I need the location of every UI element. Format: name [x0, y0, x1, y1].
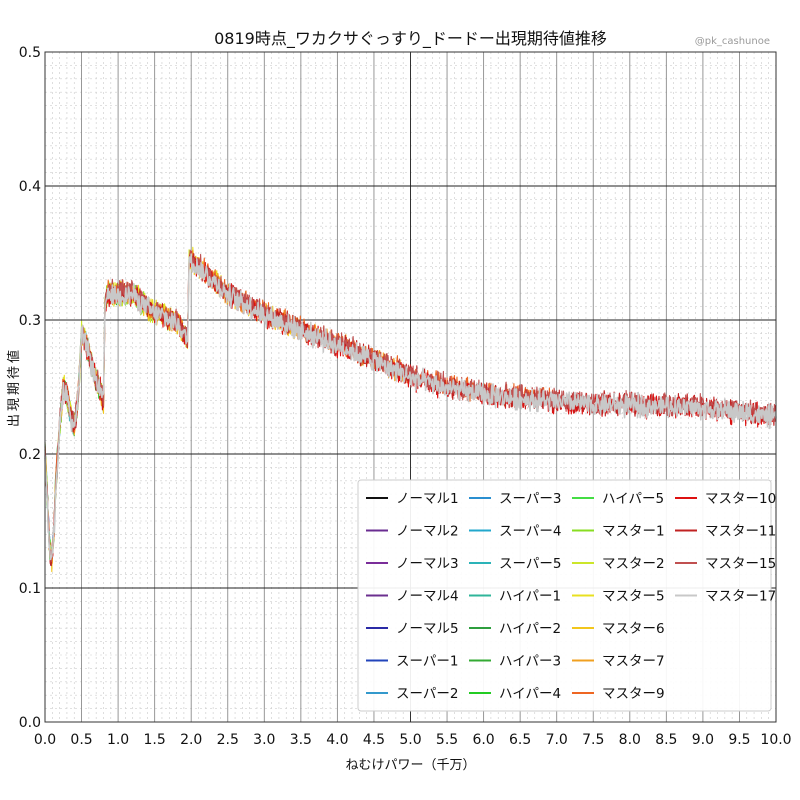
legend-label: マスター2 [602, 556, 665, 572]
x-tick-label: 4.0 [326, 732, 348, 748]
x-tick-label: 6.0 [472, 732, 494, 748]
chart-title: 0819時点_ワカクサぐっすり_ドードー出現期待値推移 [214, 29, 607, 49]
y-tick-label: 0.3 [19, 313, 41, 329]
legend: ノーマル1 ノーマル2 ノーマル3 ノーマル4 ノーマル5 スーパー1 スーパー2 スーパー3… [357, 479, 776, 712]
series-line [44, 253, 777, 561]
legend-label: スーパー4 [499, 524, 561, 540]
x-tick-label: 3.0 [253, 732, 275, 748]
legend-label: マスター9 [602, 686, 665, 702]
x-tick-label: 9.5 [728, 732, 750, 748]
y-tick-labels: 0.0 0.1 0.2 0.3 0.4 0.5 [19, 45, 41, 731]
y-tick-label: 0.4 [19, 179, 41, 195]
x-tick-label: 6.5 [509, 732, 531, 748]
x-axis-label: ねむけパワー（千万） [345, 758, 475, 773]
x-tick-label: 0.0 [34, 732, 56, 748]
legend-label: スーパー3 [499, 491, 561, 507]
legend-label: マスター6 [602, 621, 665, 637]
x-tick-label: 1.0 [107, 732, 129, 748]
x-tick-label: 8.0 [619, 732, 641, 748]
legend-label: ハイパー5 [602, 491, 664, 507]
x-tick-label: 9.0 [692, 732, 714, 748]
legend-label: ハイパー4 [499, 686, 561, 702]
legend-label: マスター5 [602, 589, 665, 605]
legend-label: スーパー1 [396, 654, 458, 670]
legend-label: マスター1 [602, 524, 665, 540]
legend-box [357, 479, 772, 712]
legend-label: ノーマル5 [396, 621, 459, 637]
x-tick-label: 2.5 [217, 732, 239, 748]
x-tick-label: 0.5 [70, 732, 92, 748]
x-tick-label: 2.0 [180, 732, 202, 748]
x-tick-label: 10.0 [760, 732, 791, 748]
legend-label: スーパー5 [499, 556, 561, 572]
legend-label: スーパー2 [396, 686, 458, 702]
legend-label: ハイパー3 [499, 654, 561, 670]
legend-label: ハイパー1 [499, 589, 561, 605]
y-tick-label: 0.2 [19, 447, 41, 463]
x-tick-label: 1.5 [144, 732, 166, 748]
legend-label: ノーマル3 [396, 556, 459, 572]
x-tick-label: 5.0 [399, 732, 421, 748]
y-tick-label: 0.5 [19, 45, 41, 61]
legend-label: ノーマル2 [396, 524, 459, 540]
legend-label: マスター15 [705, 556, 776, 572]
plot-frame [44, 51, 777, 723]
legend-label: マスター17 [705, 589, 776, 605]
legend-label: ノーマル1 [396, 491, 459, 507]
y-axis-label: 出現期待値 [6, 347, 22, 427]
legend-label: ノーマル4 [396, 589, 459, 605]
x-tick-labels: 0.0 0.5 1.0 1.5 2.0 2.5 3.0 3.5 4.0 4.5 5.0 5.5 6.0 6… [34, 732, 792, 748]
x-tick-label: 5.5 [436, 732, 458, 748]
legend-label: ハイパー2 [499, 621, 561, 637]
x-tick-label: 4.5 [363, 732, 385, 748]
series-layer [44, 246, 777, 573]
x-tick-label: 8.5 [655, 732, 677, 748]
legend-label: マスター7 [602, 654, 665, 670]
y-tick-label: 0.0 [19, 715, 41, 731]
credit-text: @pk_cashunoe [695, 36, 770, 47]
legend-label: マスター11 [705, 524, 776, 540]
y-tick-label: 0.1 [19, 581, 41, 597]
legend-label: マスター10 [705, 491, 776, 507]
x-tick-label: 7.5 [582, 732, 604, 748]
x-tick-label: 7.0 [546, 732, 568, 748]
x-tick-label: 3.5 [290, 732, 312, 748]
